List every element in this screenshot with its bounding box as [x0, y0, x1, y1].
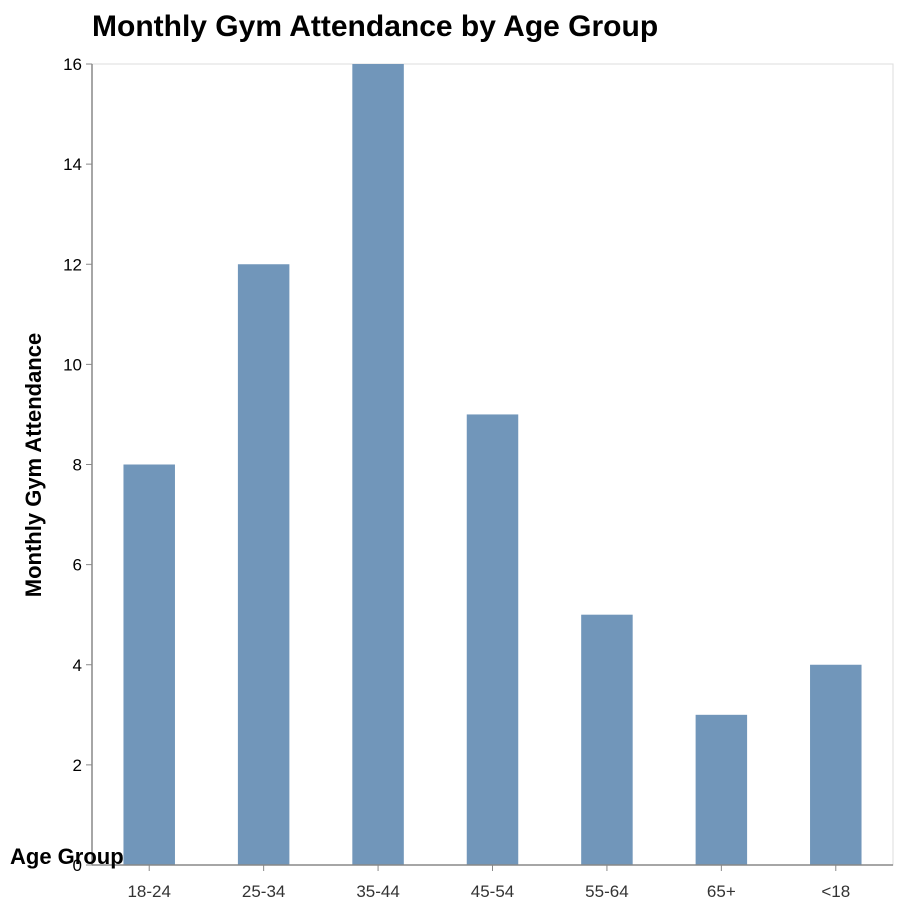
x-tick-label: 35-44 — [356, 882, 399, 901]
y-tick-label: 0 — [73, 856, 82, 875]
bar-35-44 — [352, 64, 404, 865]
bar-65+ — [695, 714, 748, 865]
bar-45-54 — [466, 414, 519, 865]
y-tick-label: 8 — [73, 456, 82, 475]
y-tick-label: 2 — [73, 756, 82, 775]
x-tick-label: 55-64 — [585, 882, 628, 901]
x-tick-label: 18-24 — [127, 882, 170, 901]
bar-<18 — [810, 664, 862, 865]
bar-18-24 — [123, 464, 175, 865]
x-tick-label: 45-54 — [471, 882, 514, 901]
x-axis-title: Age Group — [10, 844, 124, 869]
y-tick-label: 14 — [63, 155, 82, 174]
bar-55-64 — [581, 614, 633, 865]
bars-group — [123, 64, 862, 865]
y-tick-label: 16 — [63, 55, 82, 74]
x-tick-label: 65+ — [707, 882, 736, 901]
x-tick-label: <18 — [821, 882, 850, 901]
y-tick-label: 10 — [63, 355, 82, 374]
chart-title: Monthly Gym Attendance by Age Group — [92, 10, 658, 43]
x-tick-label: 25-34 — [242, 882, 285, 901]
y-axis-title: Monthly Gym Attendance — [21, 333, 46, 597]
y-tick-label: 12 — [63, 255, 82, 274]
y-tick-label: 6 — [73, 556, 82, 575]
y-tick-label: 4 — [73, 656, 82, 675]
x-axis-ticks: 18-24 25-34 35-44 45-54 55-64 65+ <18 — [127, 865, 850, 901]
y-axis-ticks: 0 2 4 6 8 10 12 14 16 — [63, 55, 92, 875]
bar-25-34 — [237, 264, 290, 865]
